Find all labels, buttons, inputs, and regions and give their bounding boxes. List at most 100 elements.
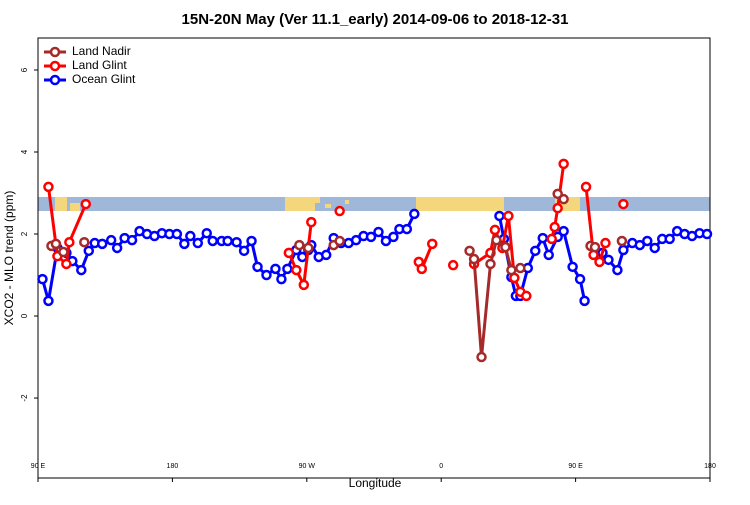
point xyxy=(37,273,48,285)
point xyxy=(380,235,392,247)
point xyxy=(543,249,554,261)
point xyxy=(558,158,569,170)
point xyxy=(306,216,317,228)
point xyxy=(567,261,578,273)
legend-marker xyxy=(49,60,61,72)
series-line xyxy=(51,194,621,357)
point xyxy=(447,259,459,271)
point xyxy=(207,235,218,247)
point xyxy=(80,198,92,210)
legend-marker xyxy=(49,74,61,86)
point xyxy=(171,228,183,240)
y-axis-label: XCO2 - MLO trend (ppm) xyxy=(2,191,16,326)
point xyxy=(634,239,646,251)
point xyxy=(246,235,257,247)
point xyxy=(579,295,590,307)
point xyxy=(83,245,95,257)
point xyxy=(64,236,75,248)
point xyxy=(320,249,332,261)
legend-label: Ocean Glint xyxy=(72,72,136,86)
point xyxy=(303,242,314,254)
point xyxy=(500,241,511,253)
point xyxy=(126,234,138,246)
point xyxy=(491,234,502,246)
point xyxy=(530,245,541,257)
point xyxy=(537,232,548,244)
point xyxy=(401,223,413,235)
point xyxy=(701,228,713,240)
point xyxy=(506,264,517,276)
point xyxy=(283,247,295,259)
point xyxy=(515,262,526,274)
point xyxy=(334,235,345,247)
point xyxy=(503,210,514,222)
y-tick-label: 4 xyxy=(20,149,29,154)
legend-label: Land Glint xyxy=(72,58,127,72)
point xyxy=(574,273,586,285)
legend-marker xyxy=(49,46,61,58)
point xyxy=(231,236,242,248)
x-axis-label: Longitude xyxy=(349,476,402,490)
y-tick-label: -2 xyxy=(20,394,29,402)
point xyxy=(642,235,653,247)
chart-title: 15N-20N May (Ver 11.1_early) 2014-09-06 … xyxy=(182,11,569,28)
point xyxy=(476,351,487,363)
point xyxy=(485,258,496,270)
point xyxy=(616,235,628,247)
point xyxy=(282,263,293,275)
point xyxy=(589,241,601,253)
plot-frame xyxy=(37,37,711,479)
x-tick-label: 180 xyxy=(704,463,716,470)
y-tick-label: 0 xyxy=(20,313,29,318)
point xyxy=(79,236,90,248)
point xyxy=(96,238,108,250)
y-tick-label: 6 xyxy=(20,67,29,72)
point xyxy=(61,258,72,270)
point xyxy=(185,230,196,242)
point xyxy=(618,244,629,256)
point xyxy=(580,181,592,193)
point xyxy=(409,208,420,220)
x-tick-label: 90 W xyxy=(299,463,316,470)
point xyxy=(58,246,69,258)
point xyxy=(50,238,62,250)
point xyxy=(334,205,345,217)
point xyxy=(43,295,54,307)
point xyxy=(494,210,505,222)
series xyxy=(37,208,713,307)
legend-label: Land Nadir xyxy=(72,44,131,58)
point xyxy=(294,239,305,251)
x-tick-label: 90 E xyxy=(31,463,46,470)
y-tick-label: 2 xyxy=(20,231,29,236)
point xyxy=(600,237,611,249)
point xyxy=(558,225,569,237)
point xyxy=(179,238,190,250)
point xyxy=(238,245,250,257)
point xyxy=(549,221,560,233)
series xyxy=(44,160,627,300)
point xyxy=(416,263,428,275)
point xyxy=(649,242,660,254)
point xyxy=(464,245,475,257)
point xyxy=(489,224,501,236)
point xyxy=(252,261,263,273)
point xyxy=(111,242,123,254)
point xyxy=(388,231,399,243)
point xyxy=(612,264,623,276)
map-band xyxy=(38,197,710,211)
point xyxy=(558,193,569,205)
point xyxy=(618,198,629,210)
x-tick-label: 0 xyxy=(439,463,443,470)
point xyxy=(664,233,675,245)
x-tick-label: 90 E xyxy=(568,463,583,470)
point xyxy=(603,254,614,266)
point xyxy=(426,238,438,250)
series xyxy=(47,190,625,361)
point xyxy=(521,290,532,302)
point xyxy=(222,235,233,247)
point xyxy=(365,231,377,243)
point xyxy=(261,269,272,281)
point xyxy=(192,237,204,249)
x-tick-label: 180 xyxy=(167,463,179,470)
